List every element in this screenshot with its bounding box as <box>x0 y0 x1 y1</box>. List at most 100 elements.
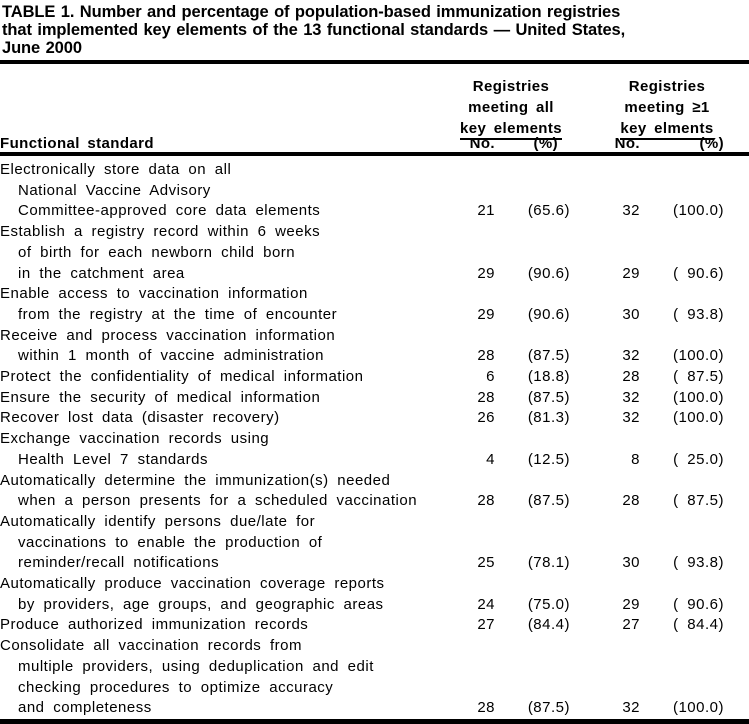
cell-pct-all: (90.6) <box>527 305 570 323</box>
table-title-line-1: TABLE 1. Number and percentage of popula… <box>2 3 621 21</box>
cell-pct-all: (84.4) <box>527 616 570 634</box>
table-row: Recover lost data (disaster recovery) 26… <box>0 408 749 429</box>
table-row: Exchange vaccination records using Health… <box>0 429 749 470</box>
cell-no-ge1: 32 <box>622 202 640 220</box>
cell-no-ge1: 32 <box>622 699 640 717</box>
row-label-line: Automatically produce vaccination covera… <box>0 575 385 593</box>
row-label-line: Produce authorized immunization records <box>0 616 309 634</box>
column-header-pct-ge1: (%) <box>699 135 724 152</box>
cell-no-all: 25 <box>477 554 495 572</box>
row-label-line: from the registry at the time of encount… <box>18 305 338 323</box>
cell-pct-ge1: ( 90.6) <box>673 595 724 613</box>
cell-pct-all: (81.3) <box>527 409 570 427</box>
row-label-line: Automatically identify persons due/late … <box>0 512 316 530</box>
row-label: Automatically produce vaccination covera… <box>0 574 454 615</box>
row-label: Produce authorized immunization records <box>0 615 454 636</box>
table-row: Produce authorized immunization records … <box>0 615 749 636</box>
cell-no-all: 21 <box>477 202 495 220</box>
row-label: Enable access to vaccination information… <box>0 284 454 325</box>
cell-no-ge1: 29 <box>622 595 640 613</box>
column-group-meeting-ge1: Registries meeting ≥1 key elments <box>608 76 726 140</box>
cell-no-ge1: 30 <box>622 305 640 323</box>
cell-pct-all: (87.5) <box>527 699 570 717</box>
table-row: Automatically identify persons due/late … <box>0 512 749 574</box>
row-label-line: and completeness <box>18 699 152 717</box>
cell-no-ge1: 29 <box>622 264 640 282</box>
row-label-line: Consolidate all vaccination records from <box>0 637 302 655</box>
cell-pct-all: (75.0) <box>527 595 570 613</box>
table-row: Ensure the security of medical informati… <box>0 388 749 409</box>
cell-no-ge1: 28 <box>622 492 640 510</box>
column-header-functional-standard: Functional standard <box>0 135 154 152</box>
row-label-line: Committee-approved core data elements <box>18 202 321 220</box>
cell-pct-ge1: ( 87.5) <box>673 492 724 510</box>
row-label: Automatically determine the immunization… <box>0 471 454 512</box>
title-rule <box>0 60 749 64</box>
cell-pct-all: (87.5) <box>527 388 570 406</box>
column-group-ge1-line-2: meeting ≥1 <box>624 99 710 116</box>
cell-pct-all: (87.5) <box>527 492 570 510</box>
row-label: Automatically identify persons due/late … <box>0 512 454 574</box>
table-row: Electronically store data on all National… <box>0 160 749 222</box>
cell-pct-all: (90.6) <box>527 264 570 282</box>
column-group-meeting-all: Registries meeting all key elements <box>452 76 570 140</box>
cell-pct-ge1: ( 93.8) <box>673 305 724 323</box>
table-title-line-2: that implemented key elements of the 13 … <box>2 21 626 39</box>
cell-no-ge1: 32 <box>622 409 640 427</box>
row-label-line: Ensure the security of medical informati… <box>0 388 321 406</box>
row-label-line: Recover lost data (disaster recovery) <box>0 409 280 427</box>
column-group-all-line-2: meeting all <box>468 99 554 116</box>
table-title: TABLE 1. Number and percentage of popula… <box>0 0 749 57</box>
cell-no-ge1: 32 <box>622 347 640 365</box>
cell-pct-ge1: ( 25.0) <box>673 450 724 468</box>
table-body: Electronically store data on all National… <box>0 156 749 719</box>
cell-no-all: 26 <box>477 409 495 427</box>
cell-pct-ge1: ( 87.5) <box>673 368 724 386</box>
bottom-rule <box>0 718 749 724</box>
row-label-line: in the catchment area <box>18 264 185 282</box>
cell-no-ge1: 8 <box>631 450 640 468</box>
column-header-pct-all: (%) <box>533 135 558 152</box>
row-label-line: multiple providers, using deduplication … <box>18 657 374 675</box>
row-label-line: vaccinations to enable the production of <box>18 533 323 551</box>
table-row: Receive and process vaccination informat… <box>0 326 749 367</box>
column-group-ge1-line-3: key elments <box>608 118 726 140</box>
cell-pct-ge1: ( 93.8) <box>673 554 724 572</box>
cell-no-all: 29 <box>477 305 495 323</box>
column-group-all-underlined: key elements <box>459 120 563 140</box>
column-group-all-line-3: key elements <box>452 118 570 140</box>
cell-no-all: 24 <box>477 595 495 613</box>
table-row: Consolidate all vaccination records from… <box>0 636 749 719</box>
row-label-line: Automatically determine the immunization… <box>0 471 391 489</box>
row-label-line: by providers, age groups, and geographic… <box>18 595 384 613</box>
table-header: Registries meeting all key elements Regi… <box>0 64 749 152</box>
row-label-line: Exchange vaccination records using <box>0 430 270 448</box>
column-group-ge1-underlined: key elments <box>620 120 714 140</box>
table-row: Protect the confidentiality of medical i… <box>0 367 749 388</box>
cell-pct-all: (12.5) <box>527 450 570 468</box>
row-label: Establish a registry record within 6 wee… <box>0 222 454 284</box>
column-header-row: Functional standard No. (%) No. (%) <box>0 136 749 151</box>
cell-pct-all: (87.5) <box>527 347 570 365</box>
cell-pct-ge1: (100.0) <box>672 388 724 406</box>
cell-no-ge1: 27 <box>622 616 640 634</box>
cell-pct-ge1: ( 90.6) <box>673 264 724 282</box>
row-label-line: Enable access to vaccination information <box>0 285 308 303</box>
cell-pct-ge1: (100.0) <box>672 409 724 427</box>
cell-pct-all: (18.8) <box>527 368 570 386</box>
row-label: Electronically store data on all National… <box>0 160 454 222</box>
cell-no-ge1: 32 <box>622 388 640 406</box>
cell-no-ge1: 28 <box>622 368 640 386</box>
table-row: Enable access to vaccination information… <box>0 284 749 325</box>
table-title-line-3: June 2000 <box>2 39 82 57</box>
cell-pct-all: (65.6) <box>527 202 570 220</box>
row-label: Receive and process vaccination informat… <box>0 326 454 367</box>
row-label-line: National Vaccine Advisory <box>18 181 211 199</box>
row-label-line: of birth for each newborn child born <box>18 243 296 261</box>
cell-no-all: 28 <box>477 388 495 406</box>
cell-no-all: 28 <box>477 699 495 717</box>
row-label: Ensure the security of medical informati… <box>0 388 454 409</box>
row-label-line: Establish a registry record within 6 wee… <box>0 223 321 241</box>
column-header-no-ge1: No. <box>614 135 640 152</box>
